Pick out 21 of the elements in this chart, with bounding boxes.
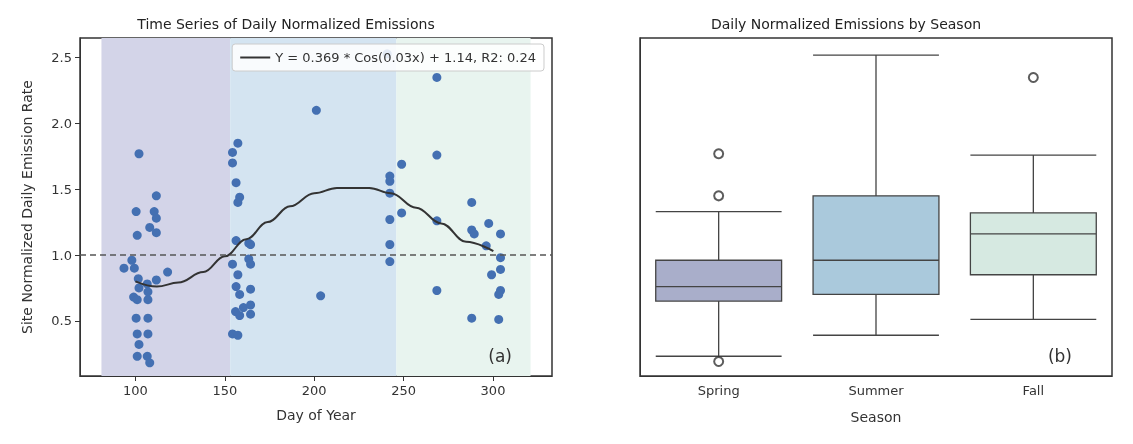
x-axis-title: Day of Year xyxy=(276,407,357,423)
x-tick-label: Fall xyxy=(1022,383,1045,398)
x-tick-label: Spring xyxy=(697,383,740,398)
chart-title: Daily Normalized Emissions by Season xyxy=(710,16,982,32)
legend-label: Y = 0.369 * Cos(0.03x) + 1.14, R2: 0.24 xyxy=(274,50,536,65)
x-axis-title: Season xyxy=(850,409,902,425)
y-tick-label: 1.0 xyxy=(51,247,72,263)
x-tick-label: 300 xyxy=(480,383,506,398)
x-tick-label: 200 xyxy=(301,383,327,398)
y-tick-label: 2.0 xyxy=(51,115,72,131)
x-tick-label: 150 xyxy=(212,383,238,398)
x-tick-label: 250 xyxy=(391,383,417,398)
y-tick-label: 1.5 xyxy=(51,181,72,197)
y-tick-label: 0.5 xyxy=(51,313,72,329)
chart-title: Time Series of Daily Normalized Emissions xyxy=(136,16,435,32)
x-tick-label: Summer xyxy=(848,383,905,398)
y-tick-label: 2.5 xyxy=(51,50,72,66)
annotation: (b) xyxy=(1047,345,1073,366)
annotation: (a) xyxy=(488,345,513,366)
y-axis-title: Site Normalized Daily Emission Rate xyxy=(19,80,35,334)
x-tick-label: 100 xyxy=(123,383,148,398)
